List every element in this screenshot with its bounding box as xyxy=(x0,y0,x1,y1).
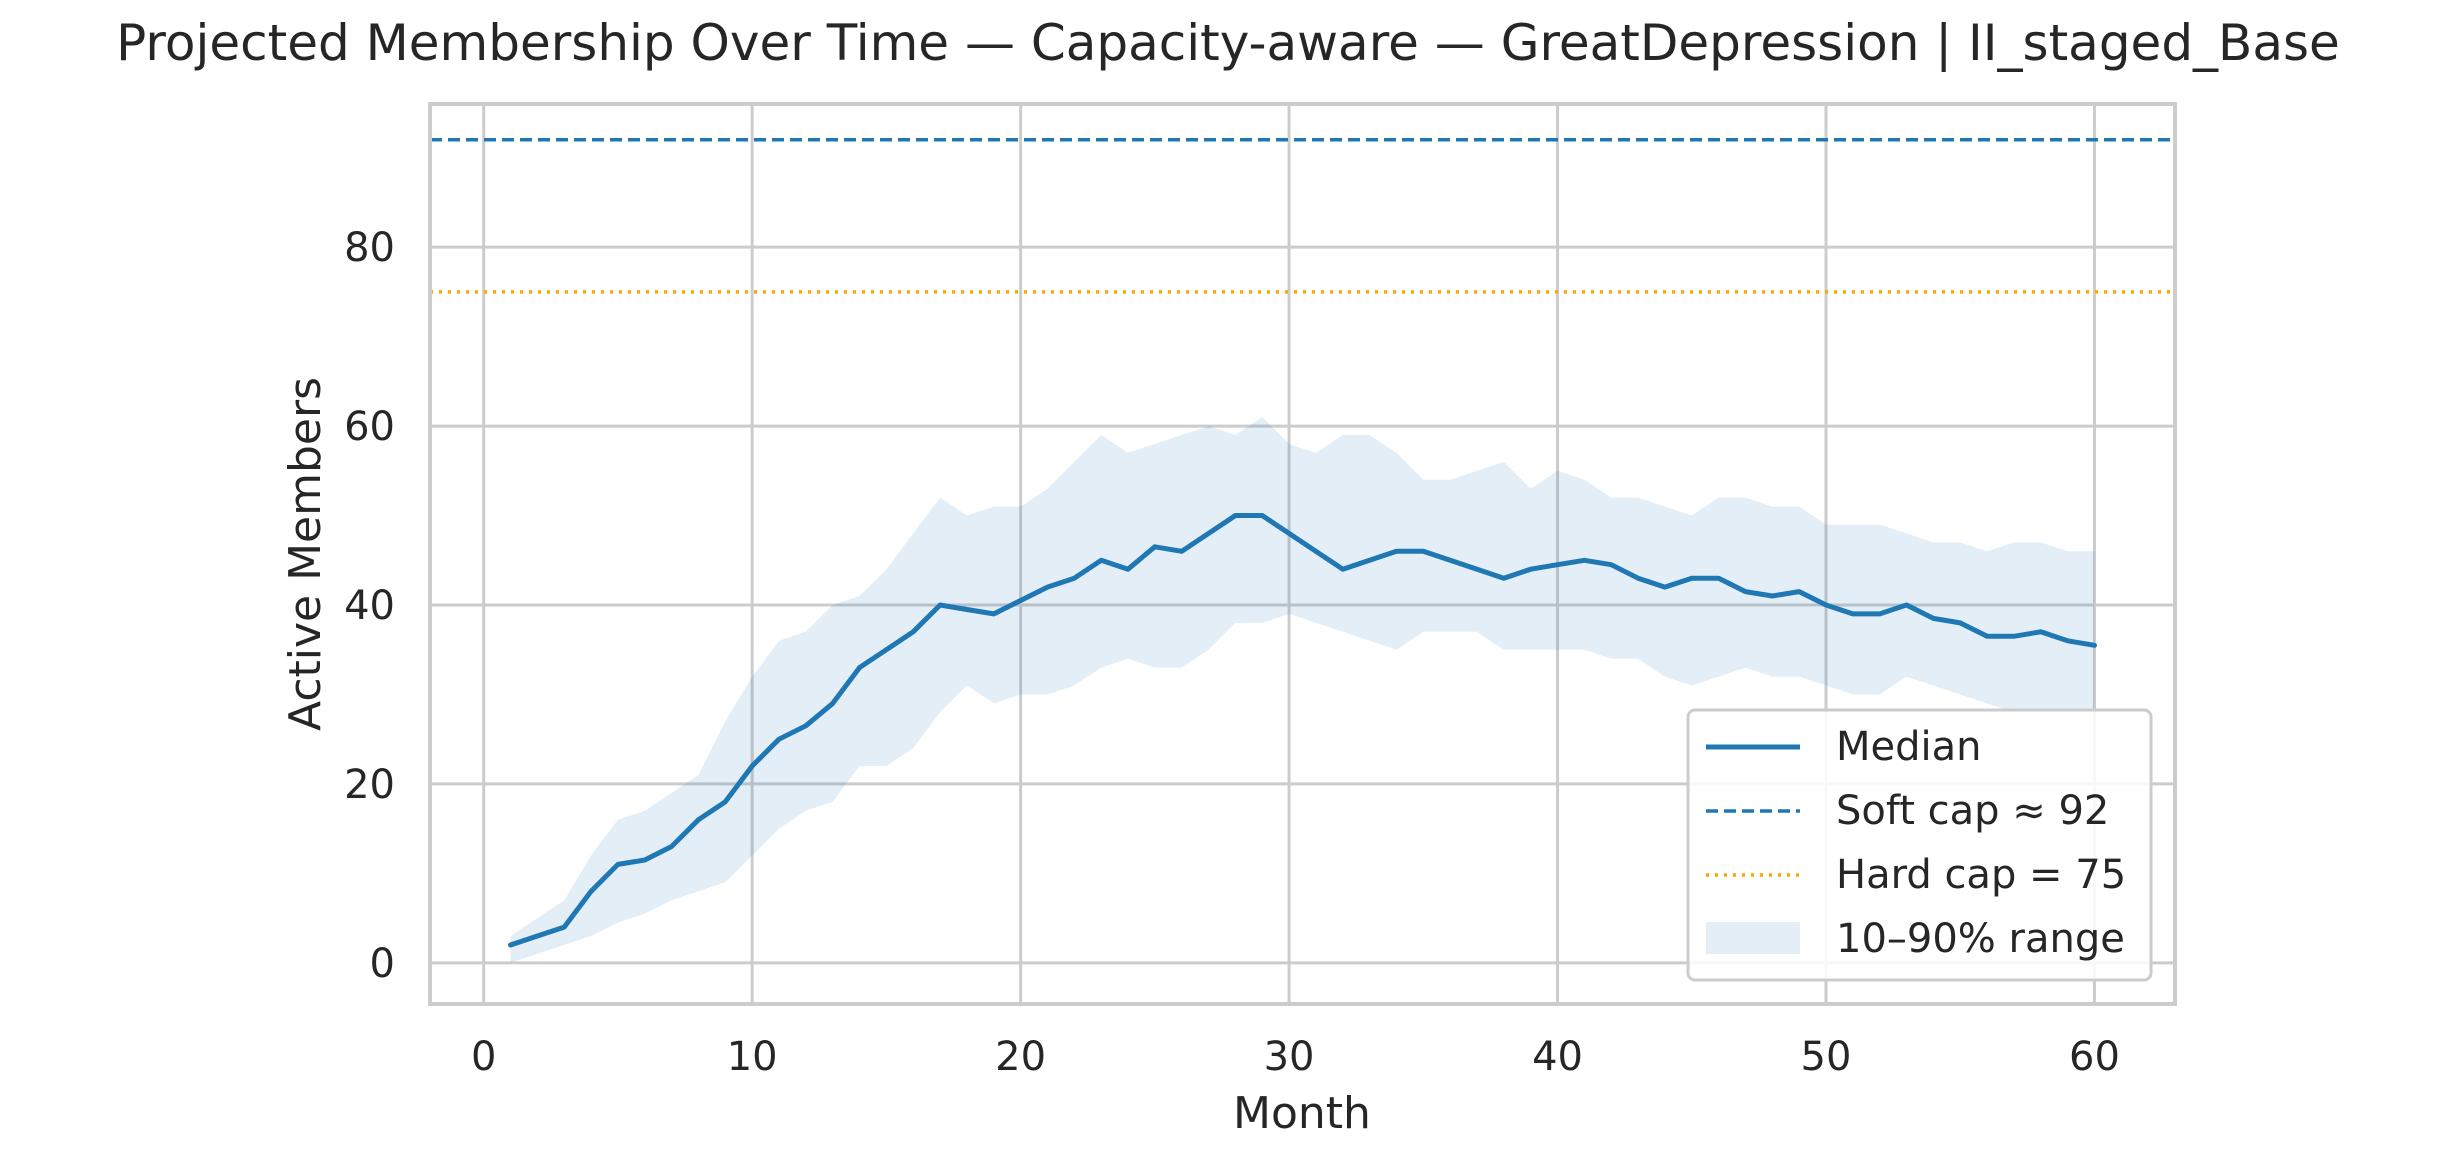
plot-frame xyxy=(428,102,2177,1006)
y-axis-label: Active Members xyxy=(280,377,331,731)
range-band-layer xyxy=(510,417,2095,963)
x-tick-label: 0 xyxy=(471,1034,496,1080)
x-tick-label: 60 xyxy=(2069,1034,2120,1080)
x-tick-label: 10 xyxy=(727,1034,778,1080)
x-tick-label: 20 xyxy=(995,1034,1046,1080)
x-tick-label: 40 xyxy=(1532,1034,1583,1080)
reference-lines xyxy=(430,138,2175,294)
x-tick-label: 30 xyxy=(1264,1034,1315,1080)
plot-area xyxy=(428,102,2177,1006)
legend-range-label: 10–90% range xyxy=(1836,916,2125,962)
legend-soft-cap-label: Soft cap ≈ 92 xyxy=(1836,788,2109,834)
legend-box xyxy=(1686,708,2153,982)
x-tick-labels: 0 10 20 30 40 50 60 xyxy=(471,1034,2120,1080)
y-tick-label: 40 xyxy=(344,583,395,629)
chart-title: Projected Membership Over Time — Capacit… xyxy=(116,14,2340,72)
legend: Median Soft cap ≈ 92 Hard cap = 75 10–90… xyxy=(1686,708,2153,982)
median-line xyxy=(508,513,2097,948)
legend-range-swatch xyxy=(1706,922,1800,954)
median-line-layer xyxy=(508,513,2097,948)
y-tick-label: 20 xyxy=(344,762,395,808)
x-tick-label: 50 xyxy=(1801,1034,1852,1080)
y-tick-label: 0 xyxy=(370,941,395,987)
y-tick-label: 60 xyxy=(344,404,395,450)
range-band xyxy=(510,417,2095,963)
y-tick-label: 80 xyxy=(344,225,395,271)
x-axis-label: Month xyxy=(1233,1088,1371,1139)
grid xyxy=(430,104,2175,1004)
y-tick-labels: 0 20 40 60 80 xyxy=(344,225,395,987)
legend-hard-cap-label: Hard cap = 75 xyxy=(1836,852,2126,898)
legend-median-label: Median xyxy=(1836,724,1982,770)
